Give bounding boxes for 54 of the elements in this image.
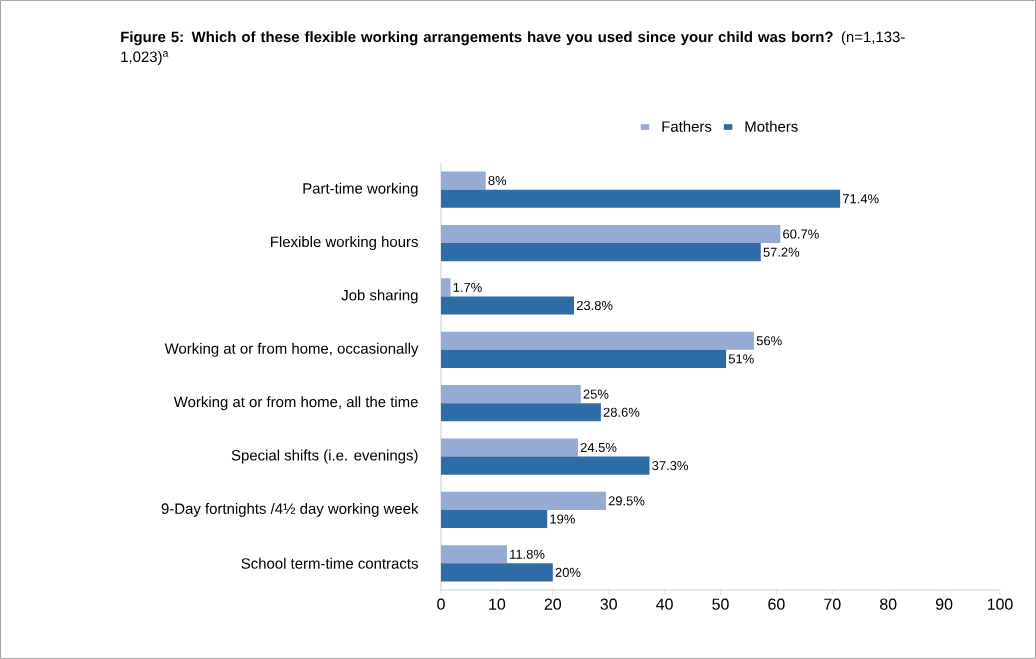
x-tick-label: 100 bbox=[987, 598, 1013, 610]
data-label: 56% bbox=[756, 336, 782, 346]
data-label: 11.8% bbox=[510, 549, 545, 559]
bar bbox=[441, 438, 578, 457]
x-tick-label: 0 bbox=[437, 598, 445, 610]
bar bbox=[441, 171, 486, 190]
data-label: 23.8% bbox=[576, 300, 613, 311]
data-label: 71.4% bbox=[843, 194, 879, 204]
bar bbox=[441, 224, 781, 244]
y-tick-label: Part-time working bbox=[303, 182, 418, 197]
data-label: 20% bbox=[555, 567, 581, 577]
bar bbox=[441, 189, 841, 208]
x-tick-label: 20 bbox=[544, 598, 562, 610]
data-label: 1.7% bbox=[453, 282, 482, 292]
bar bbox=[441, 403, 601, 422]
chart-title: Figure 5: Which of these flexible working arrangements have you used since your child was born? (n=1,133-1,023)$^{a}$ bbox=[121, 31, 905, 66]
data-label: 60.7% bbox=[783, 229, 819, 239]
x-tick-label: 40 bbox=[656, 598, 673, 610]
x-tick-label: 90 bbox=[935, 598, 953, 610]
bar bbox=[441, 456, 650, 475]
bar bbox=[441, 296, 575, 315]
y-tick-label: Special shifts (i.e. evenings) bbox=[231, 449, 418, 464]
bar bbox=[441, 491, 606, 510]
y-tick-label: School term-time contracts bbox=[241, 557, 418, 569]
bar bbox=[441, 331, 755, 350]
y-tick-label: 9-Day fortnights /4½ day working week bbox=[161, 502, 419, 517]
data-label: 28.6% bbox=[603, 407, 640, 417]
data-label: 8% bbox=[488, 176, 507, 186]
data-label: 57.2% bbox=[763, 247, 800, 257]
bar bbox=[441, 243, 761, 262]
data-label: 24.5% bbox=[580, 442, 617, 453]
x-tick-label: 10 bbox=[489, 598, 506, 610]
bar bbox=[441, 563, 553, 582]
x-tick-label: 50 bbox=[712, 598, 729, 610]
bar bbox=[441, 349, 727, 368]
data-label: 19% bbox=[550, 514, 575, 524]
data-label: 29.5% bbox=[608, 496, 645, 506]
legend-label: Fathers bbox=[662, 120, 712, 132]
bar bbox=[441, 545, 507, 564]
legend-label: Mothers bbox=[745, 120, 798, 132]
bar bbox=[441, 509, 548, 529]
data-label: 37.3% bbox=[652, 461, 688, 471]
x-tick-label: 60 bbox=[768, 598, 785, 610]
x-tick-label: 30 bbox=[600, 598, 617, 610]
bar bbox=[441, 385, 581, 404]
y-tick-label: Job sharing bbox=[341, 289, 418, 304]
bar bbox=[441, 278, 451, 297]
y-tick-label: Flexible working hours bbox=[271, 236, 418, 251]
data-label: 25% bbox=[583, 389, 609, 399]
x-tick-label: 80 bbox=[880, 598, 897, 610]
y-tick-label: Working at or from home, all the time bbox=[173, 396, 418, 411]
y-tick-label: Working at or from home, occasionally bbox=[164, 342, 419, 357]
data-label: 51% bbox=[728, 354, 754, 364]
x-tick-label: 70 bbox=[824, 598, 841, 610]
